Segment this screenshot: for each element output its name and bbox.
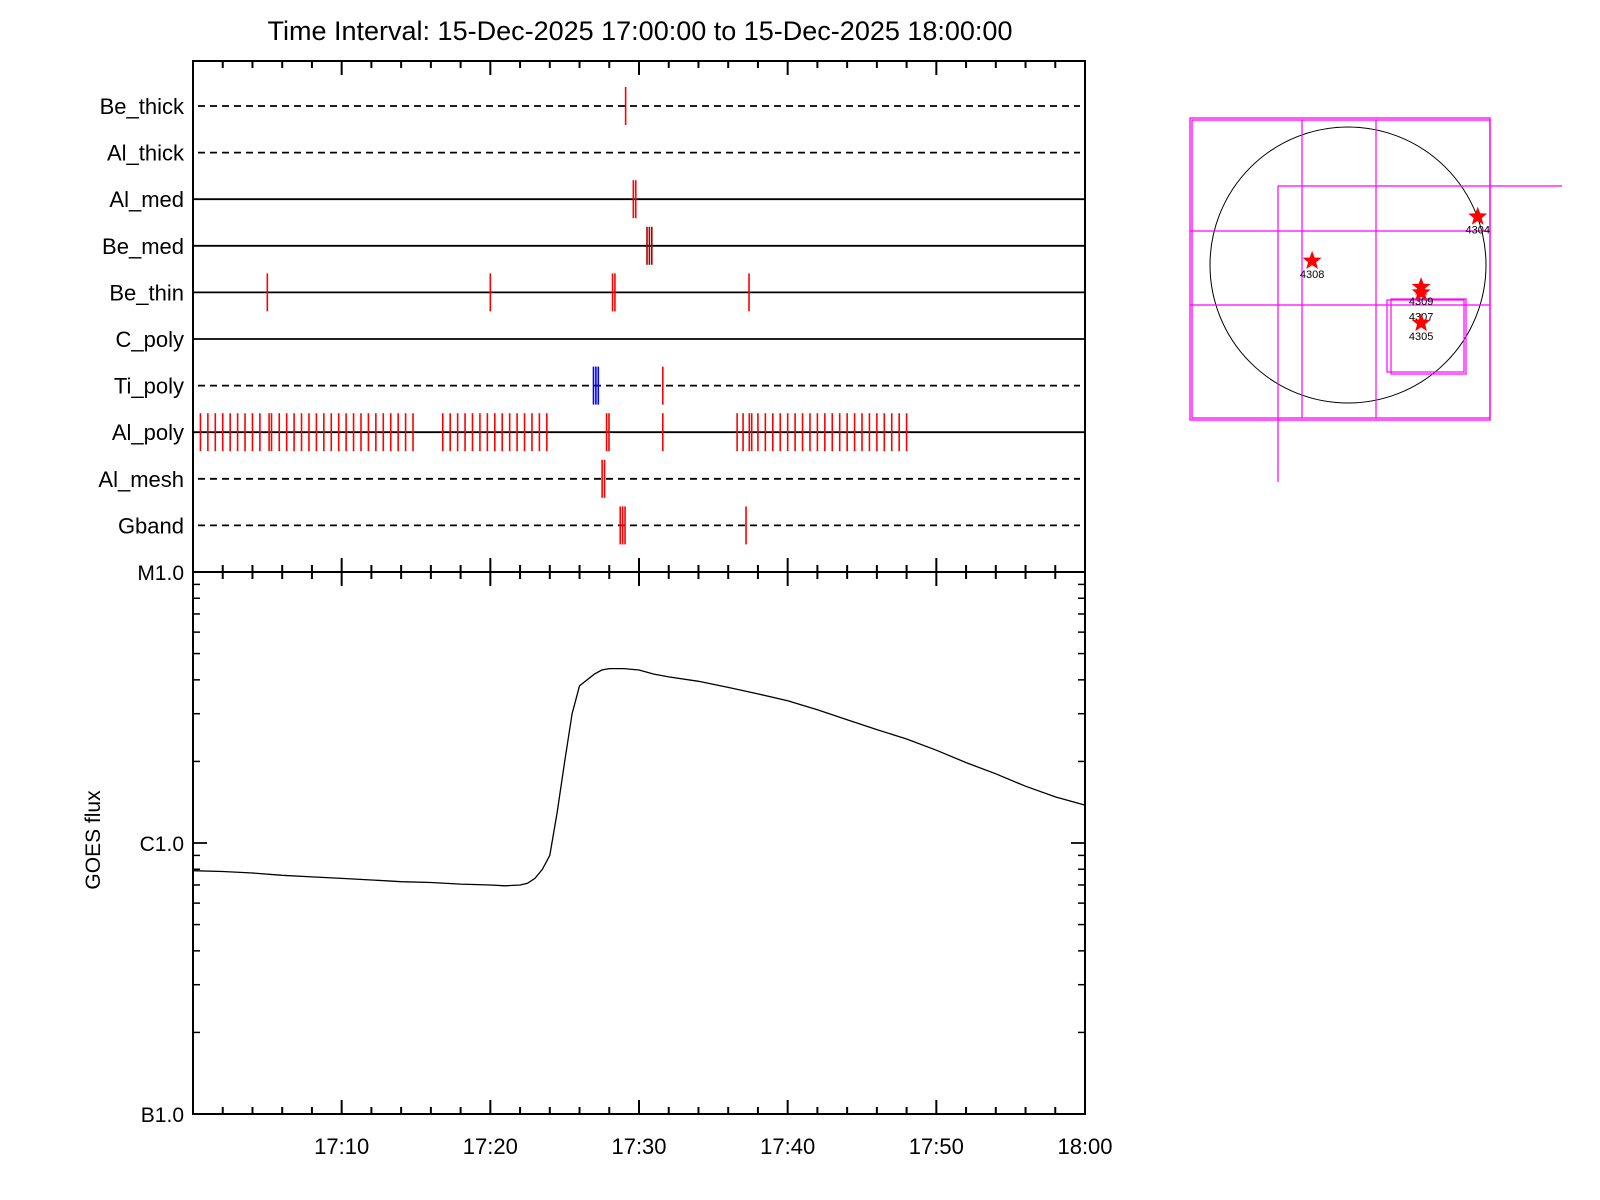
x-tick-label: 17:30 bbox=[611, 1134, 666, 1159]
x-tick-label: 18:00 bbox=[1057, 1134, 1112, 1159]
filter-label: Al_med bbox=[109, 187, 184, 212]
filter-label: Ti_poly bbox=[114, 374, 184, 399]
filter-label: Be_thick bbox=[100, 94, 185, 119]
y-tick-label: M1.0 bbox=[137, 562, 184, 585]
filter-label: Al_thick bbox=[107, 141, 185, 166]
filter-timeline-panel: Be_thick Al_thick Al_med Be_med Be_thin C_pol… bbox=[98, 60, 1086, 573]
fov-box bbox=[1390, 298, 1467, 375]
solar-disk-map: 43044308430943074305 bbox=[1189, 117, 1562, 482]
region-star-marker bbox=[1302, 250, 1322, 269]
goes-frame bbox=[192, 571, 1086, 1115]
region-label: 4309 bbox=[1409, 296, 1433, 308]
region-label: 4304 bbox=[1465, 225, 1489, 237]
filter-label: Al_poly bbox=[112, 420, 184, 445]
fov-box bbox=[1191, 119, 1491, 419]
x-tick-label: 17:20 bbox=[463, 1134, 518, 1159]
goes-flux-line bbox=[192, 667, 1086, 887]
goes-flux-panel: 17:10 17:20 17:30 17:40 17:50 18:00 B1.0 C1.0 M1… bbox=[137, 562, 1112, 1159]
goes-y-axis-label: GOES flux bbox=[82, 790, 105, 890]
x-tick-label: 17:40 bbox=[760, 1134, 815, 1159]
timeline-frame bbox=[192, 60, 1086, 573]
fov-box bbox=[1189, 117, 1491, 421]
filter-label: Gband bbox=[118, 513, 184, 538]
x-tick-label: 17:50 bbox=[909, 1134, 964, 1159]
y-tick-label: C1.0 bbox=[140, 833, 184, 856]
filter-label: Be_med bbox=[102, 234, 184, 259]
region-label: 4305 bbox=[1409, 331, 1433, 343]
region-label: 4308 bbox=[1300, 269, 1324, 281]
fov-box bbox=[1386, 299, 1465, 373]
filter-label: Be_thin bbox=[109, 280, 184, 305]
filter-label: Al_mesh bbox=[98, 467, 184, 492]
x-tick-label: 17:10 bbox=[314, 1134, 369, 1159]
filter-label: C_poly bbox=[116, 327, 184, 352]
region-star-marker bbox=[1468, 206, 1488, 225]
solar-limb bbox=[1209, 126, 1487, 404]
region-star-marker bbox=[1411, 313, 1431, 332]
chart-title: Time Interval: 15-Dec-2025 17:00:00 to 1… bbox=[268, 16, 1013, 46]
region-star-marker bbox=[1411, 282, 1431, 301]
y-tick-label: B1.0 bbox=[141, 1104, 184, 1127]
